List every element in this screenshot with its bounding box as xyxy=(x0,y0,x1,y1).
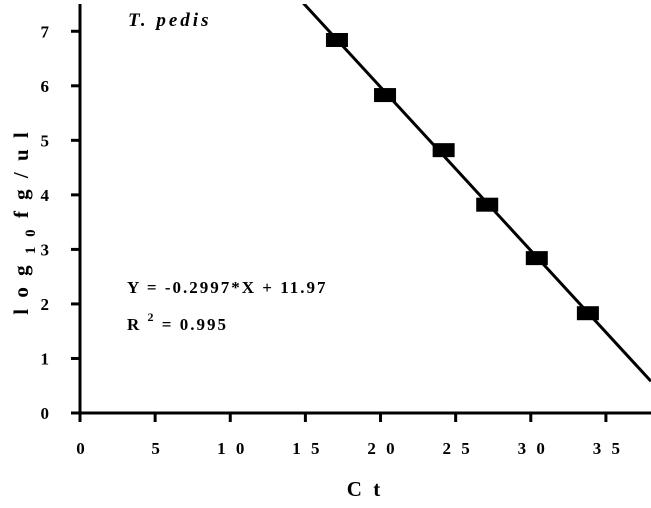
y-tick-label: 0 xyxy=(41,404,53,423)
fit-equation: Y = -0.2997*X + 11.97 xyxy=(127,278,328,297)
x-axis-title: C t xyxy=(347,477,383,501)
data-point xyxy=(525,251,548,266)
r-squared-superscript: 2 xyxy=(148,310,156,324)
y-axis-title-subscript: 1 0 xyxy=(23,226,39,254)
data-point xyxy=(374,88,397,103)
x-tick-label: 3 0 xyxy=(518,439,548,458)
x-tick-label: 1 0 xyxy=(217,439,247,458)
y-axis-title: l o g 1 0 f g / u l xyxy=(9,129,40,314)
chart-title: T. pedis xyxy=(128,10,211,31)
data-point xyxy=(476,197,499,212)
y-axis-title-unit: f g / u l xyxy=(9,129,33,218)
data-point xyxy=(432,143,455,158)
x-tick-label: 2 5 xyxy=(443,439,473,458)
data-point xyxy=(576,306,599,321)
y-tick-label: 7 xyxy=(41,22,53,41)
y-tick-label: 2 xyxy=(41,295,53,314)
r-squared-r: R xyxy=(127,315,141,334)
r-squared-label: R 2 = 0.995 xyxy=(127,306,228,334)
x-tick-label: 3 5 xyxy=(593,439,623,458)
y-tick-label: 3 xyxy=(41,240,53,259)
y-tick-label: 1 xyxy=(41,349,53,368)
y-tick-label: 4 xyxy=(41,186,53,205)
r-squared-value: = 0.995 xyxy=(162,315,228,334)
y-tick-label: 6 xyxy=(41,77,53,96)
x-tick-label: 1 5 xyxy=(292,439,322,458)
data-point xyxy=(325,32,348,47)
plot-area: 0 5 1 0 1 5 2 0 2 5 3 0 3 5 0 1 2 3 4 5 6 7 xyxy=(41,4,651,458)
y-tick-label: 5 xyxy=(41,131,53,150)
y-axis-title-log: l o g xyxy=(9,262,33,314)
regression-line xyxy=(302,4,651,383)
x-tick-label: 5 xyxy=(151,439,163,458)
x-tick-label: 2 0 xyxy=(367,439,397,458)
x-tick-label: 0 xyxy=(76,439,88,458)
